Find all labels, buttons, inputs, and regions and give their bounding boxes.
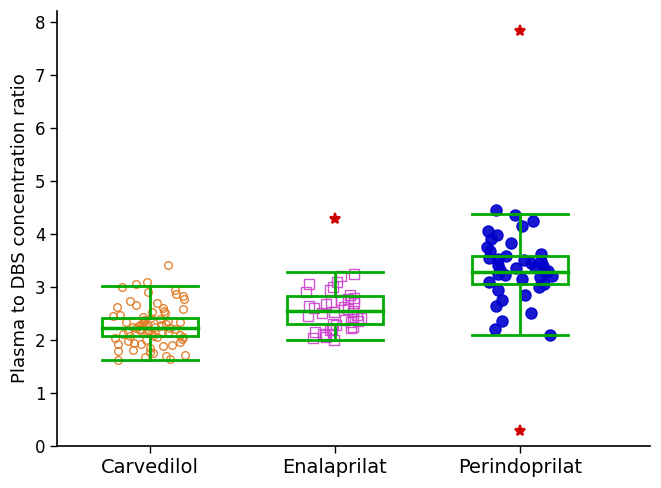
Bar bbox=[102, 318, 198, 336]
Y-axis label: Plasma to DBS concentration ratio: Plasma to DBS concentration ratio bbox=[11, 74, 29, 384]
Bar bbox=[472, 256, 568, 285]
Bar bbox=[287, 297, 383, 324]
